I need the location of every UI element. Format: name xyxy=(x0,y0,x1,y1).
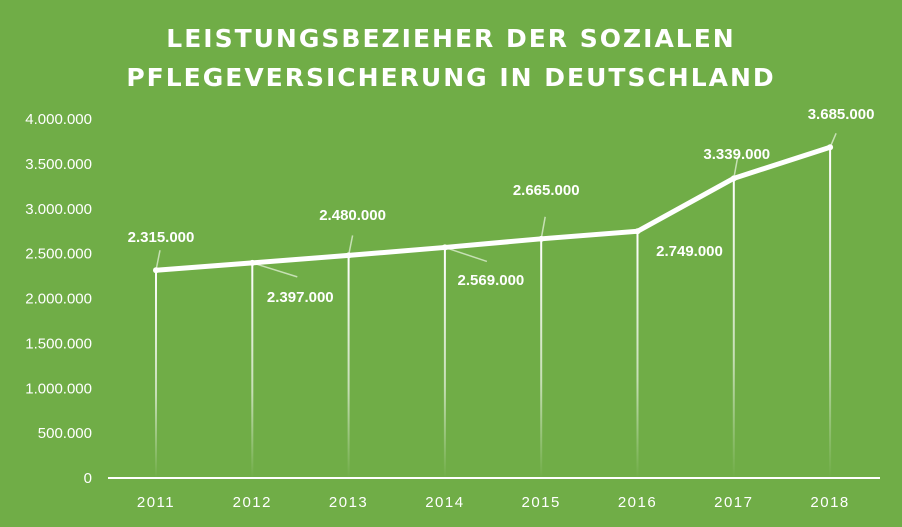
drop-line xyxy=(155,270,157,478)
leader-line xyxy=(540,216,546,239)
drop-line xyxy=(732,178,735,478)
data-label: 2.397.000 xyxy=(267,289,334,306)
drop-line xyxy=(540,238,543,478)
data-point xyxy=(441,244,448,251)
drop-line xyxy=(251,262,254,478)
data-label: 3.685.000 xyxy=(808,106,875,123)
x-tick-label: 2014 xyxy=(425,494,464,511)
data-label: 3.339.000 xyxy=(703,146,770,163)
y-tick-label: 2.000.000 xyxy=(25,291,92,308)
y-tick-label: 500.000 xyxy=(38,425,92,442)
data-point xyxy=(249,259,256,266)
x-tick-label: 2015 xyxy=(522,494,561,511)
leader-line xyxy=(347,235,354,256)
x-tick-label: 2013 xyxy=(329,494,368,511)
y-tick-label: 3.000.000 xyxy=(25,201,92,218)
data-label: 2.665.000 xyxy=(513,182,580,199)
data-point xyxy=(153,267,159,274)
chart-title-line-2: PFLEGEVERSICHERUNG IN DEUTSCHLAND xyxy=(126,63,775,92)
x-tick-label: 2012 xyxy=(233,494,272,511)
series-line xyxy=(155,144,831,273)
x-tick-label: 2018 xyxy=(810,494,849,511)
x-tick-label: 2016 xyxy=(618,494,657,511)
drop-line xyxy=(443,247,446,478)
y-tick-label: 1.000.000 xyxy=(25,380,92,397)
drop-line xyxy=(636,231,639,478)
data-point xyxy=(730,175,737,182)
y-tick-label: 2.500.000 xyxy=(25,246,92,263)
data-point xyxy=(827,144,834,151)
x-tick-label: 2011 xyxy=(137,494,175,511)
data-point xyxy=(634,228,641,235)
y-tick-label: 0 xyxy=(84,470,92,487)
y-tick-label: 4.000.000 xyxy=(25,111,92,128)
data-label: 2.569.000 xyxy=(458,272,525,289)
data-label: 2.315.000 xyxy=(128,229,195,246)
chart-title-line-1: LEISTUNGSBEZIEHER DER SOZIALEN xyxy=(166,24,735,53)
data-label: 2.749.000 xyxy=(656,243,723,260)
leader-line xyxy=(444,246,488,263)
y-tick-label: 3.500.000 xyxy=(25,156,92,173)
leader-line xyxy=(252,262,298,278)
leader-line xyxy=(733,156,739,179)
data-point xyxy=(345,252,352,259)
drop-line xyxy=(829,147,832,479)
y-tick-label: 1.500.000 xyxy=(25,335,92,352)
leader-line xyxy=(155,250,161,271)
data-label: 2.480.000 xyxy=(319,207,386,224)
drop-line xyxy=(347,255,350,478)
x-tick-label: 2017 xyxy=(714,494,753,511)
data-point xyxy=(538,235,545,242)
